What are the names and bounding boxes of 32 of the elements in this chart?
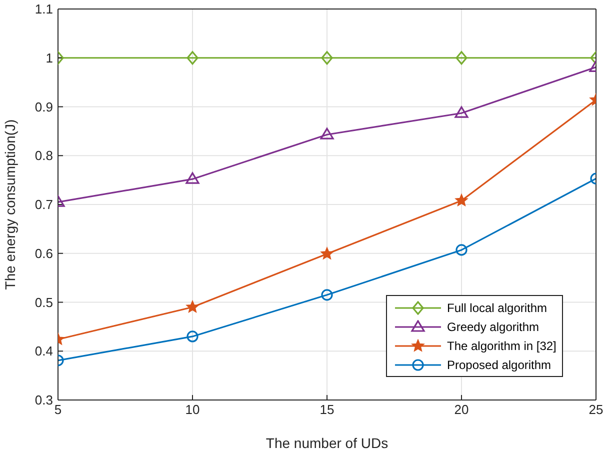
point xyxy=(321,51,333,65)
legend-label: Proposed algorithm xyxy=(447,358,552,372)
y-tick-label: 0.5 xyxy=(34,294,53,310)
x-tick-label: 25 xyxy=(588,402,604,418)
point xyxy=(186,51,198,65)
y-tick-label: 0.7 xyxy=(34,197,53,212)
point xyxy=(456,51,468,65)
x-tick-label: 15 xyxy=(320,402,334,418)
point xyxy=(186,172,200,184)
y-tick-label: 1.1 xyxy=(34,2,53,17)
x-axis-title: The number of UDs xyxy=(266,435,388,451)
x-tick-label: 10 xyxy=(185,402,200,418)
point xyxy=(186,330,198,342)
point xyxy=(456,244,468,256)
y-tick-label: 0.4 xyxy=(34,344,53,359)
x-tick-label: 5 xyxy=(54,402,62,418)
y-tick-label: 0.8 xyxy=(34,148,53,164)
legend-label: Greedy algorithm xyxy=(447,320,540,334)
point xyxy=(186,300,199,312)
point xyxy=(320,128,334,140)
x-tick-label: 20 xyxy=(454,402,469,418)
y-tick-label: 1 xyxy=(46,50,53,66)
point xyxy=(321,289,333,301)
point xyxy=(455,194,468,206)
y-tick-label: 0.3 xyxy=(34,392,53,408)
y-tick-label: 0.6 xyxy=(34,246,53,261)
y-tick-label: 0.9 xyxy=(34,99,53,114)
legend-label: Full local algorithm xyxy=(447,300,548,314)
point xyxy=(454,106,468,118)
y-axis-title: The energy consumption(J) xyxy=(2,119,18,290)
point xyxy=(320,247,334,260)
legend-label: The algorithm in [32] xyxy=(447,338,556,352)
